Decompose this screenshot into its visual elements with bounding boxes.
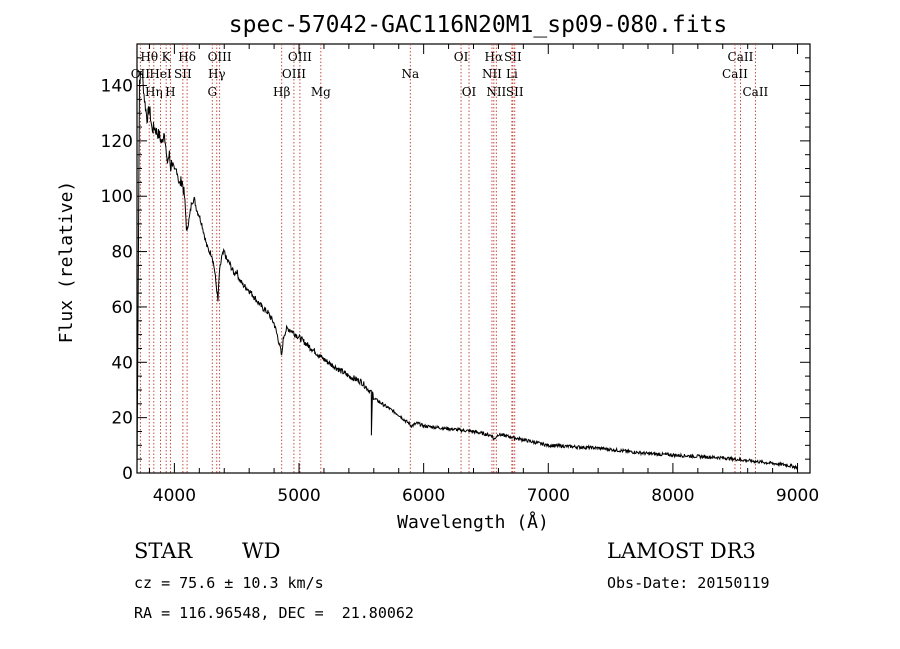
obs-date: Obs-Date: 20150119 xyxy=(607,574,770,592)
line-label: NII xyxy=(486,85,506,99)
line-label: CaII xyxy=(728,50,754,64)
line-label: OI xyxy=(454,50,469,64)
y-axis-label: Flux (relative) xyxy=(56,181,77,344)
line-label: Li xyxy=(506,67,518,81)
y-tick-label: 20 xyxy=(111,409,133,429)
x-tick-label: 5000 xyxy=(277,486,320,506)
y-tick-label: 60 xyxy=(111,298,133,318)
line-label: K xyxy=(162,50,172,64)
x-tick-label: 7000 xyxy=(527,486,570,506)
line-label: G xyxy=(207,85,217,99)
line-label: CaII xyxy=(722,67,748,81)
line-label: Mg xyxy=(311,85,331,99)
redshift-text: cz = 75.6 ± 10.3 km/s xyxy=(134,574,324,592)
line-label: NII xyxy=(482,67,502,81)
object-class: STAR xyxy=(134,539,193,563)
line-label: SII xyxy=(504,50,522,64)
survey-name: LAMOST DR3 xyxy=(607,539,756,563)
y-tick-label: 100 xyxy=(101,187,133,207)
line-label: Hθ xyxy=(140,50,158,64)
line-label: Hη xyxy=(145,85,163,99)
line-label: OIII xyxy=(208,50,232,64)
coordinates: RA = 116.96548, DEC = 21.80062 xyxy=(134,604,414,622)
x-axis-label: Wavelength (Å) xyxy=(397,511,549,533)
x-tick-label: 6000 xyxy=(402,486,445,506)
plot-frame xyxy=(136,43,811,474)
line-label: OIII xyxy=(288,50,312,64)
line-label: SII xyxy=(506,85,524,99)
line-label: Na xyxy=(401,67,419,81)
chart-title: spec-57042-GAC116N20M1_sp09-080.fits xyxy=(229,12,728,38)
x-tick-label: 8000 xyxy=(651,486,694,506)
axis-ticks: 4000 5000 6000 7000 8000 9000 0 20 40 60 80 100 120 1… xyxy=(101,44,819,506)
line-label: SII xyxy=(174,67,192,81)
line-label: Hγ xyxy=(208,67,226,81)
y-tick-label: 80 xyxy=(111,243,133,263)
y-tick-label: 40 xyxy=(111,353,133,373)
spectrum-line xyxy=(136,71,798,474)
line-label: H xyxy=(165,85,175,99)
line-label: OI xyxy=(462,85,477,99)
line-label: Hδ xyxy=(178,50,196,64)
line-label: HeI xyxy=(149,67,172,81)
x-tick-label: 9000 xyxy=(776,486,819,506)
y-tick-label: 120 xyxy=(101,132,133,152)
y-tick-label: 0 xyxy=(122,464,133,484)
y-tick-label: 140 xyxy=(101,77,133,97)
line-label: Hα xyxy=(485,50,504,64)
line-label: Hβ xyxy=(273,85,290,99)
object-subclass: WD xyxy=(242,539,281,563)
x-tick-label: 4000 xyxy=(153,486,196,506)
line-label: OIII xyxy=(282,67,306,81)
line-label: CaII xyxy=(742,85,768,99)
